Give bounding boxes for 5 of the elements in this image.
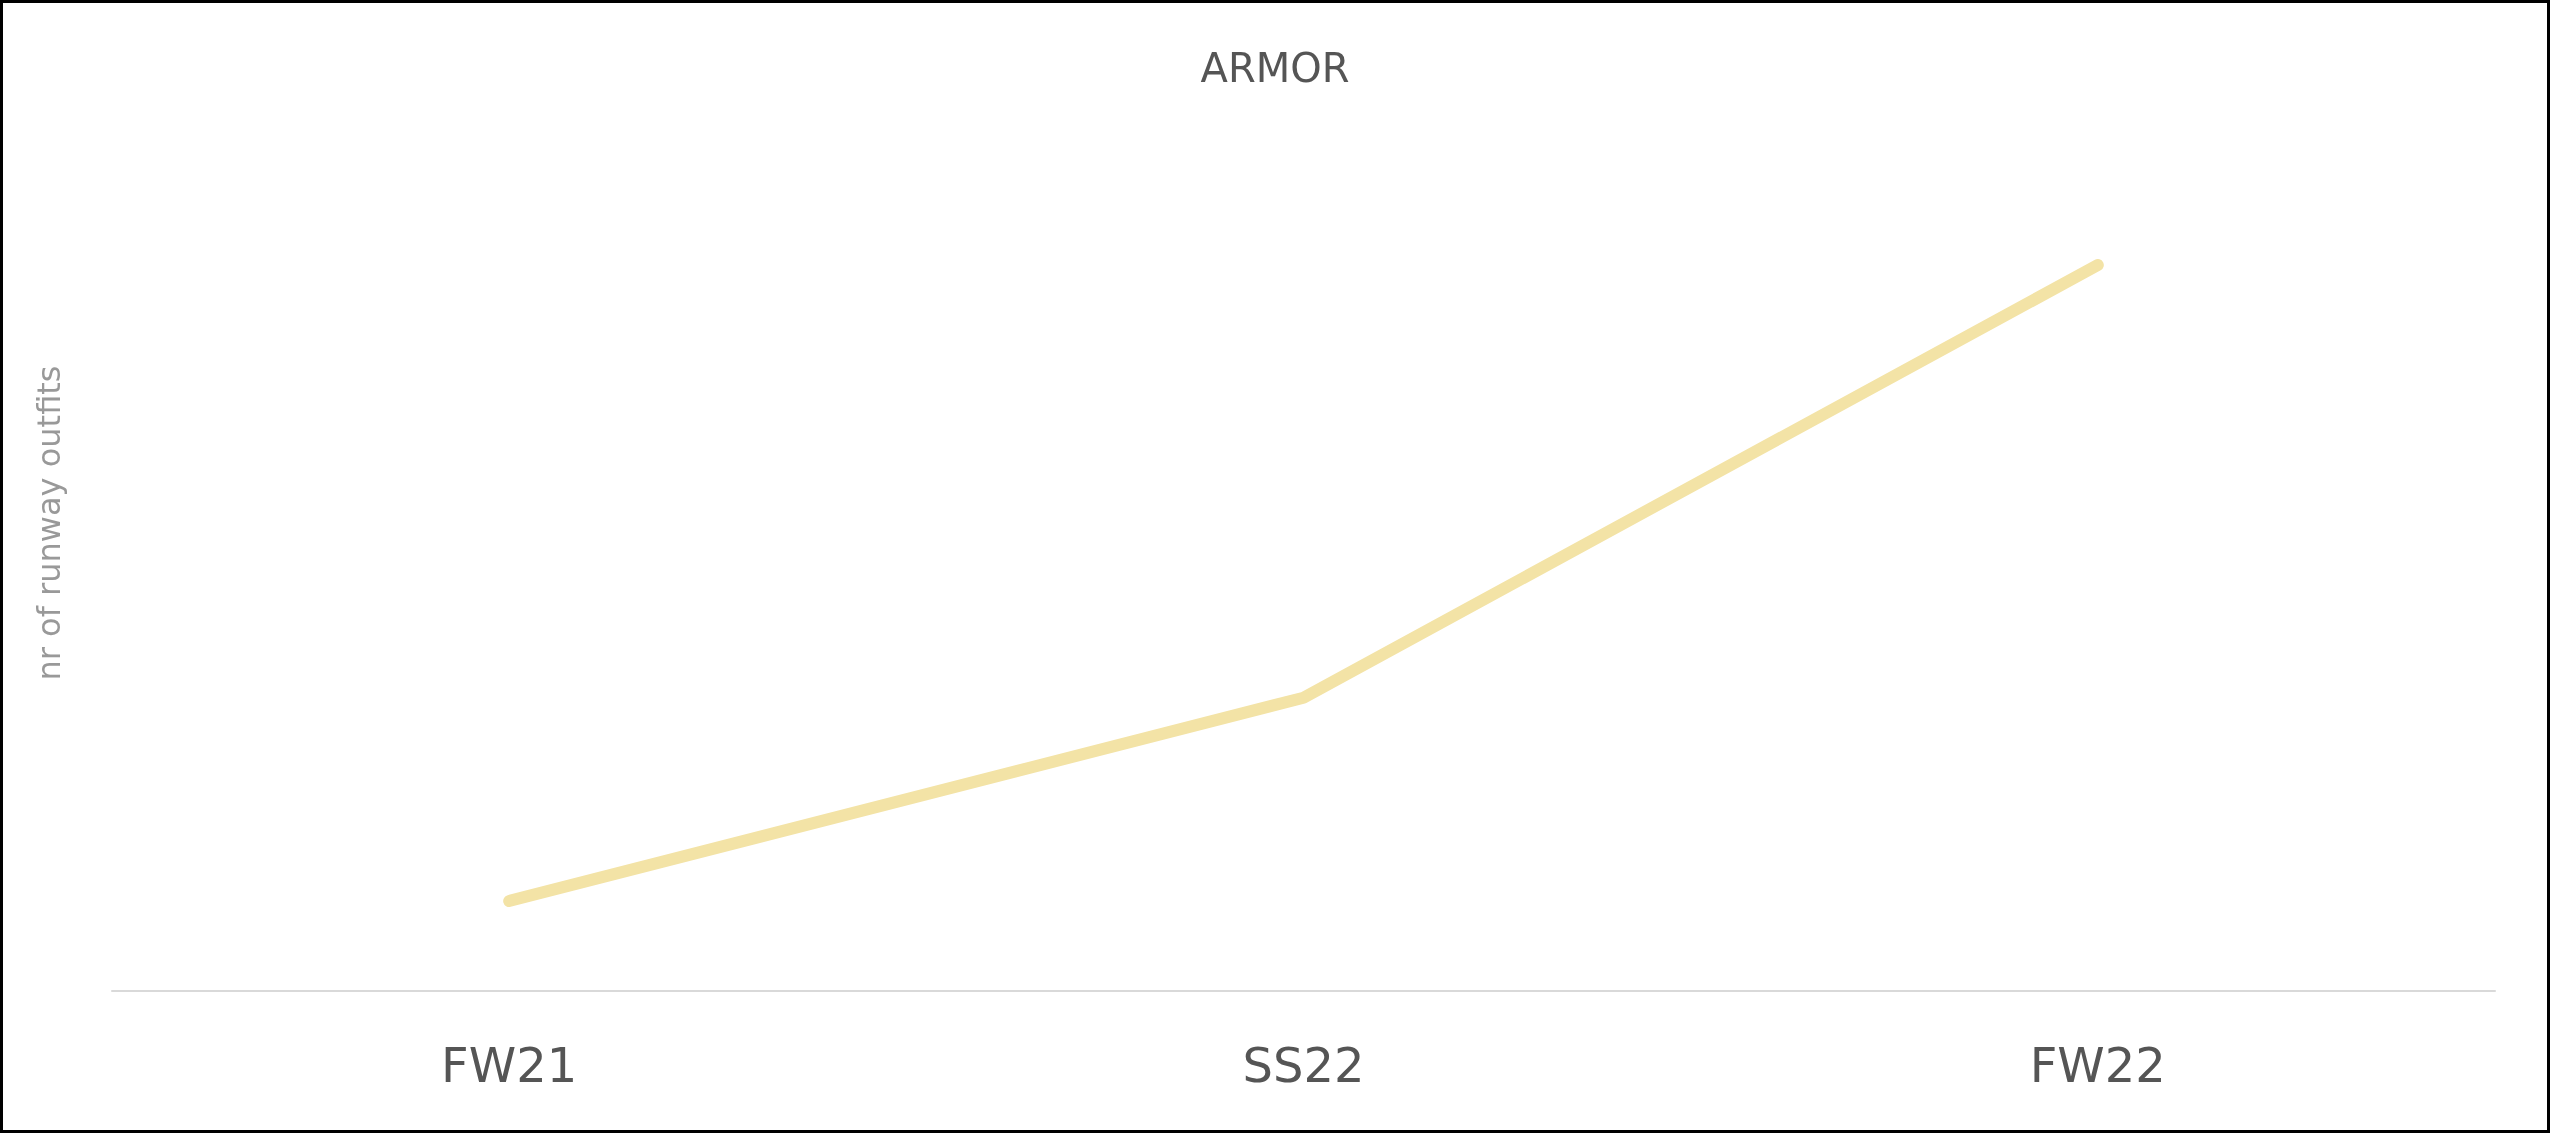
chart-title: ARMOR <box>1200 45 1350 91</box>
x-tick-label: FW22 <box>2029 1037 2166 1093</box>
x-tick-label: FW21 <box>441 1037 578 1093</box>
x-tick-label: SS22 <box>1242 1037 1365 1093</box>
y-axis-title: nr of runway outfits <box>30 365 68 681</box>
